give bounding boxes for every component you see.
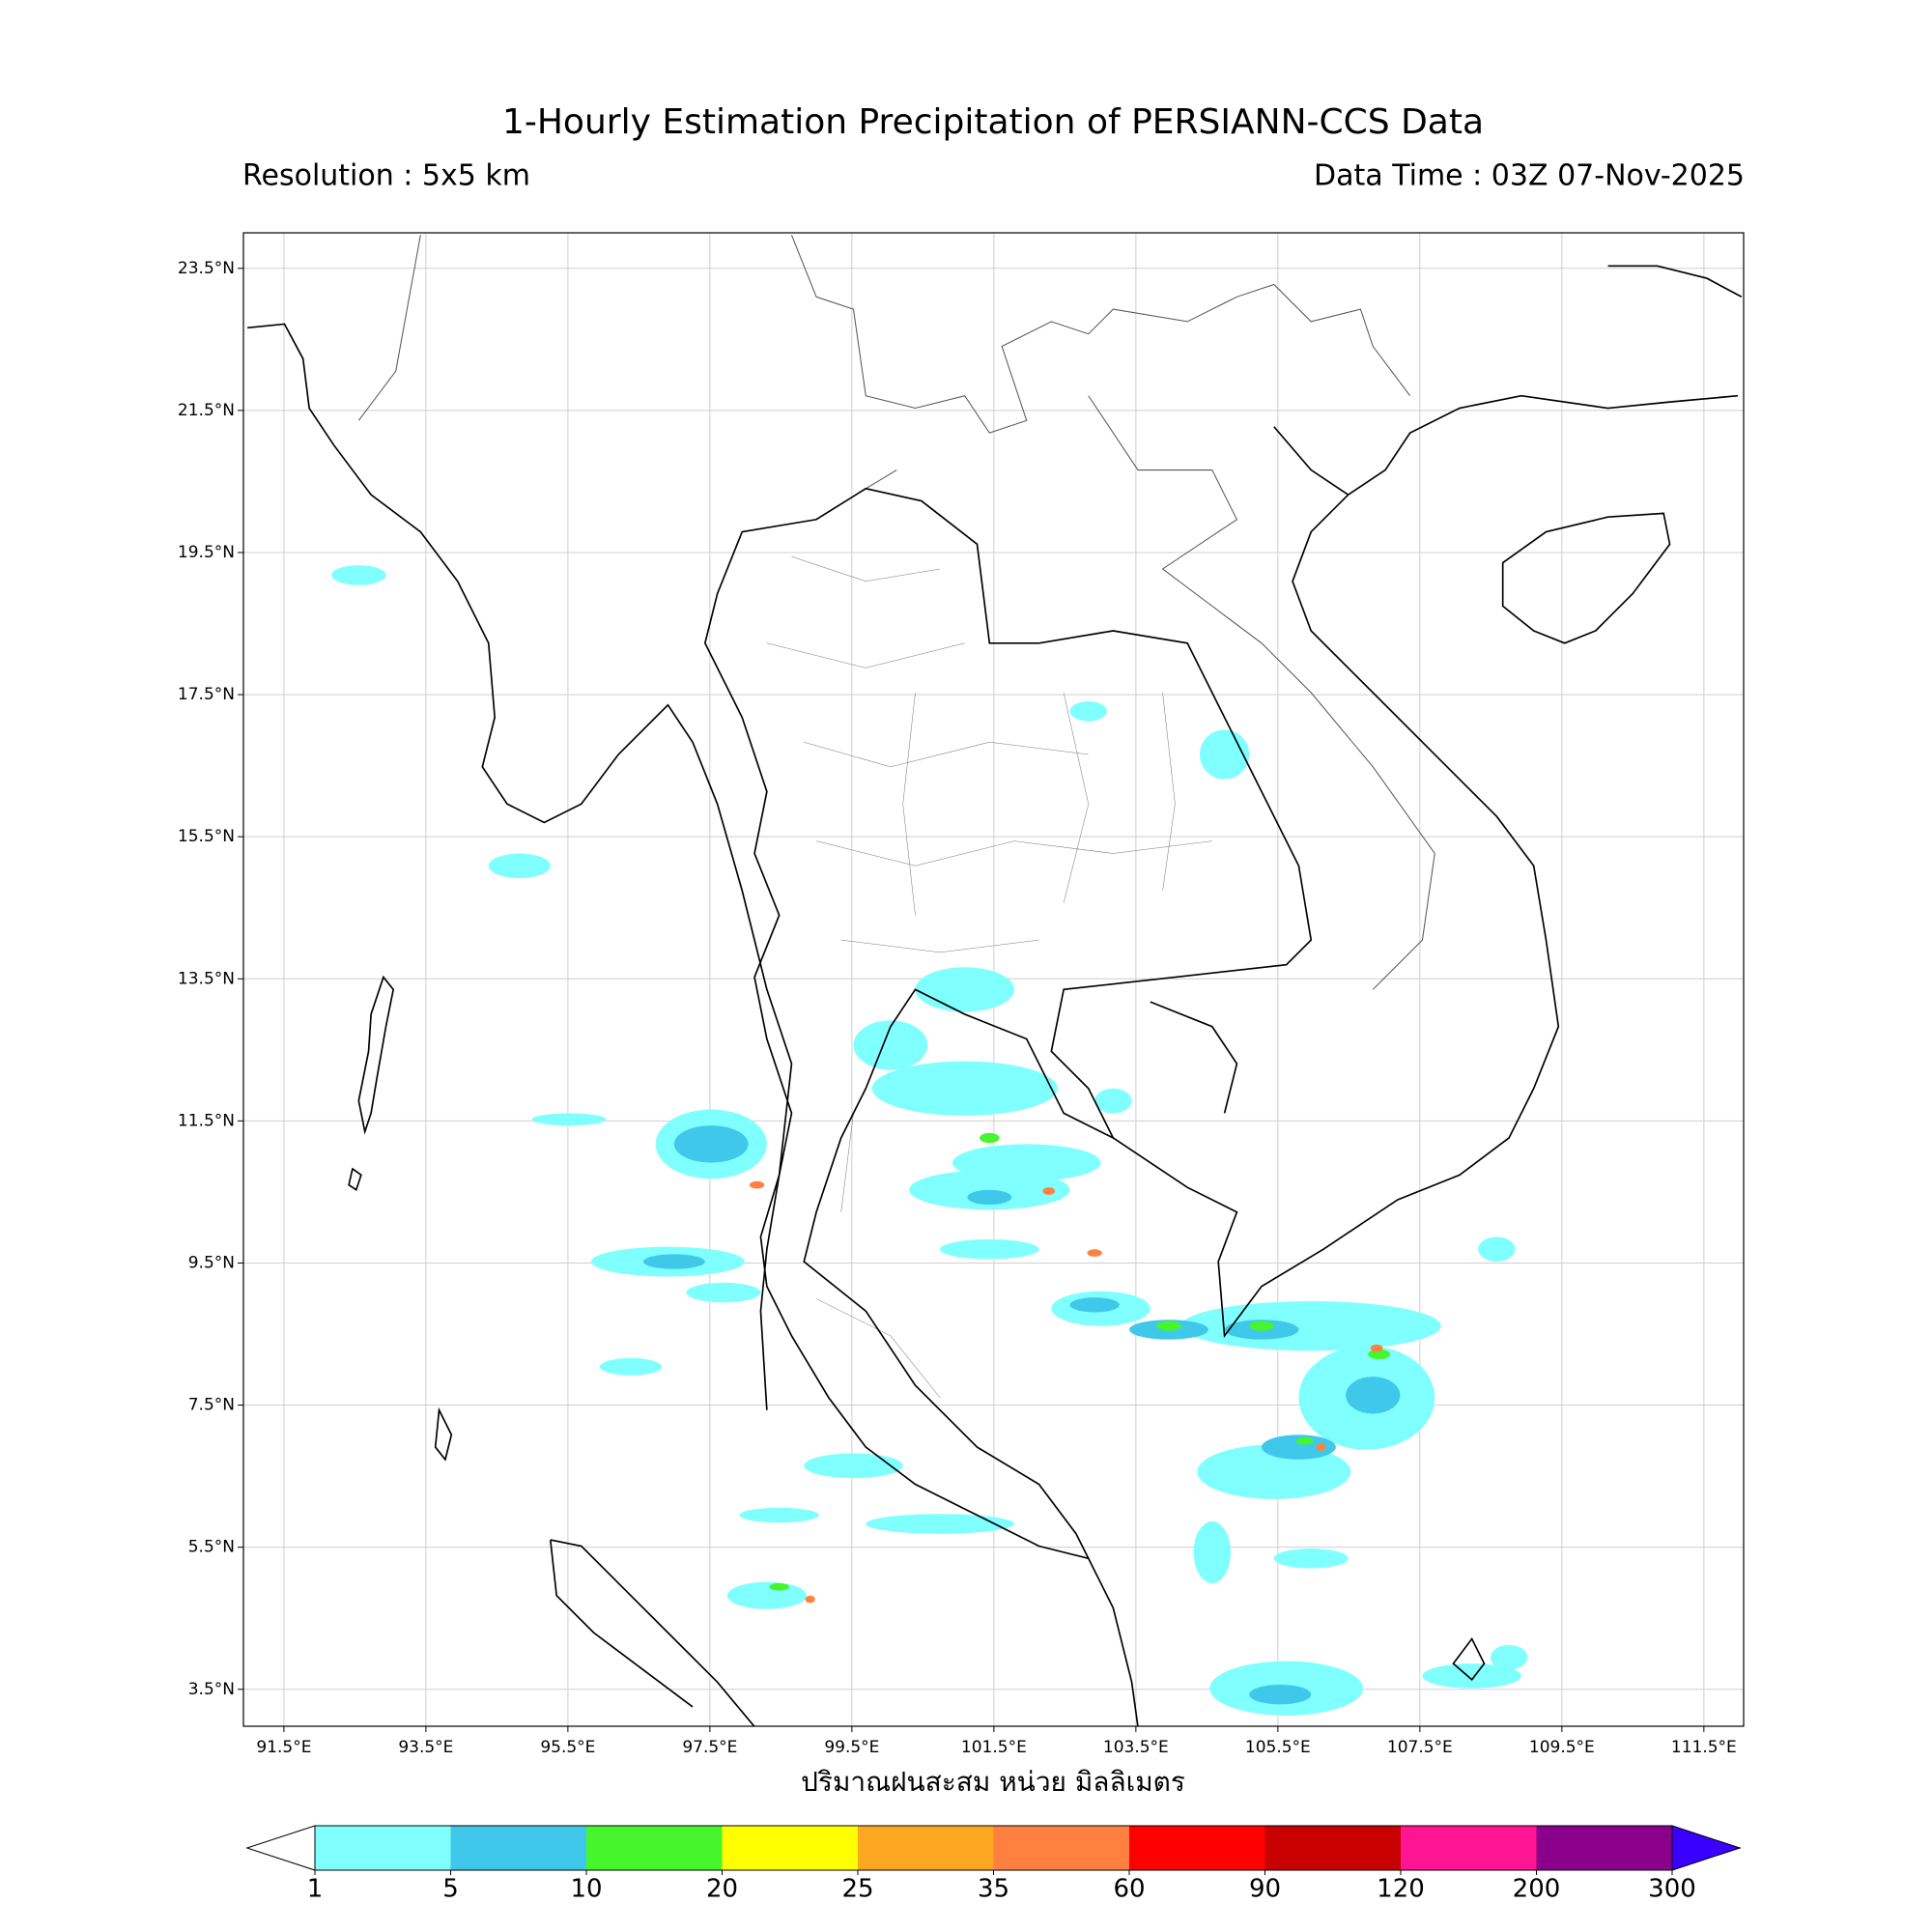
border [357,235,1435,990]
x-tick-label: 93.5°E [398,1738,453,1757]
grid [243,233,1744,1726]
colorbar-label: 300 [1648,1875,1696,1904]
data-time: Data Time : 03Z 07-Nov-2025 [1314,159,1745,193]
colorbar: 1 5 10 20 25 35 60 90 120 200 300 [245,1825,1742,1904]
colorbar-box [1129,1826,1265,1870]
y-tick-label: 9.5°N [188,1253,235,1272]
y-tick-label: 13.5°N [178,969,235,988]
colorbar-box [315,1826,451,1870]
y-tick-label: 3.5°N [188,1680,235,1699]
y-tick-label: 19.5°N [178,543,235,562]
malay-coast [549,1539,1486,1727]
thailand [703,487,1313,1560]
colorbar-box [1536,1826,1672,1870]
x-tick-label: 105.5°E [1245,1738,1311,1757]
y-tick-label: 17.5°N [178,685,235,704]
map-features [246,235,1743,1727]
colorbar-label: 10 [570,1875,602,1904]
rain-intense [749,1180,1383,1604]
colorbar-label: 25 [841,1875,873,1904]
x-tick-label: 103.5°E [1103,1738,1169,1757]
x-tick-label: 97.5°E [682,1738,737,1757]
x-tick-label: 95.5°E [540,1738,595,1757]
resolution: Resolution : 5x5 km [242,159,530,193]
colorbar-label: 90 [1249,1875,1281,1904]
colorbar-over [1671,1825,1742,1871]
colorbar-label: 5 [442,1875,459,1904]
colorbar-box [858,1826,994,1870]
y-tick-label: 23.5°N [178,259,235,278]
x-tick-label: 99.5°E [824,1738,879,1757]
x-tick-label: 107.5°E [1387,1738,1453,1757]
y-tick-label: 7.5°N [188,1396,235,1415]
x-tick-label: 91.5°E [256,1738,311,1757]
colorbar-box [993,1826,1129,1870]
colorbar-box [1264,1826,1401,1870]
coastline [246,323,793,1410]
y-tick-label: 15.5°N [178,827,235,846]
colorbar-label: 20 [706,1875,738,1904]
colorbar-label: 35 [978,1875,1009,1904]
colorbar-box [1401,1826,1537,1870]
x-tick-label: 109.5°E [1529,1738,1595,1757]
x-tick-label: 111.5°E [1671,1738,1737,1757]
colorbar-box [586,1826,723,1870]
provinces [766,555,1212,1399]
colorbar-label: 1 [307,1875,324,1904]
y-tick-label: 5.5°N [188,1538,235,1557]
y-tick-label: 11.5°N [178,1111,235,1130]
colorbar-label: 60 [1113,1875,1145,1904]
vietnam-coast [1112,265,1743,1339]
colorbar-box [450,1826,586,1870]
x-label: ปริมาณฝนสะสม หน่วย มิลลิเมตร [801,1766,1185,1798]
y-tick-label: 21.5°N [178,401,235,420]
colorbar-label: 200 [1513,1875,1561,1904]
colorbar-label: 120 [1377,1875,1425,1904]
colorbar-box [722,1826,858,1870]
islands [348,975,453,1462]
x-tick-label: 101.5°E [961,1738,1027,1757]
rain-green [769,1132,1391,1591]
title: 1-Hourly Estimation Precipitation of PER… [502,102,1484,142]
colorbar-under [245,1825,316,1871]
hainan [1501,512,1671,644]
rain-heavy [642,1125,1401,1705]
